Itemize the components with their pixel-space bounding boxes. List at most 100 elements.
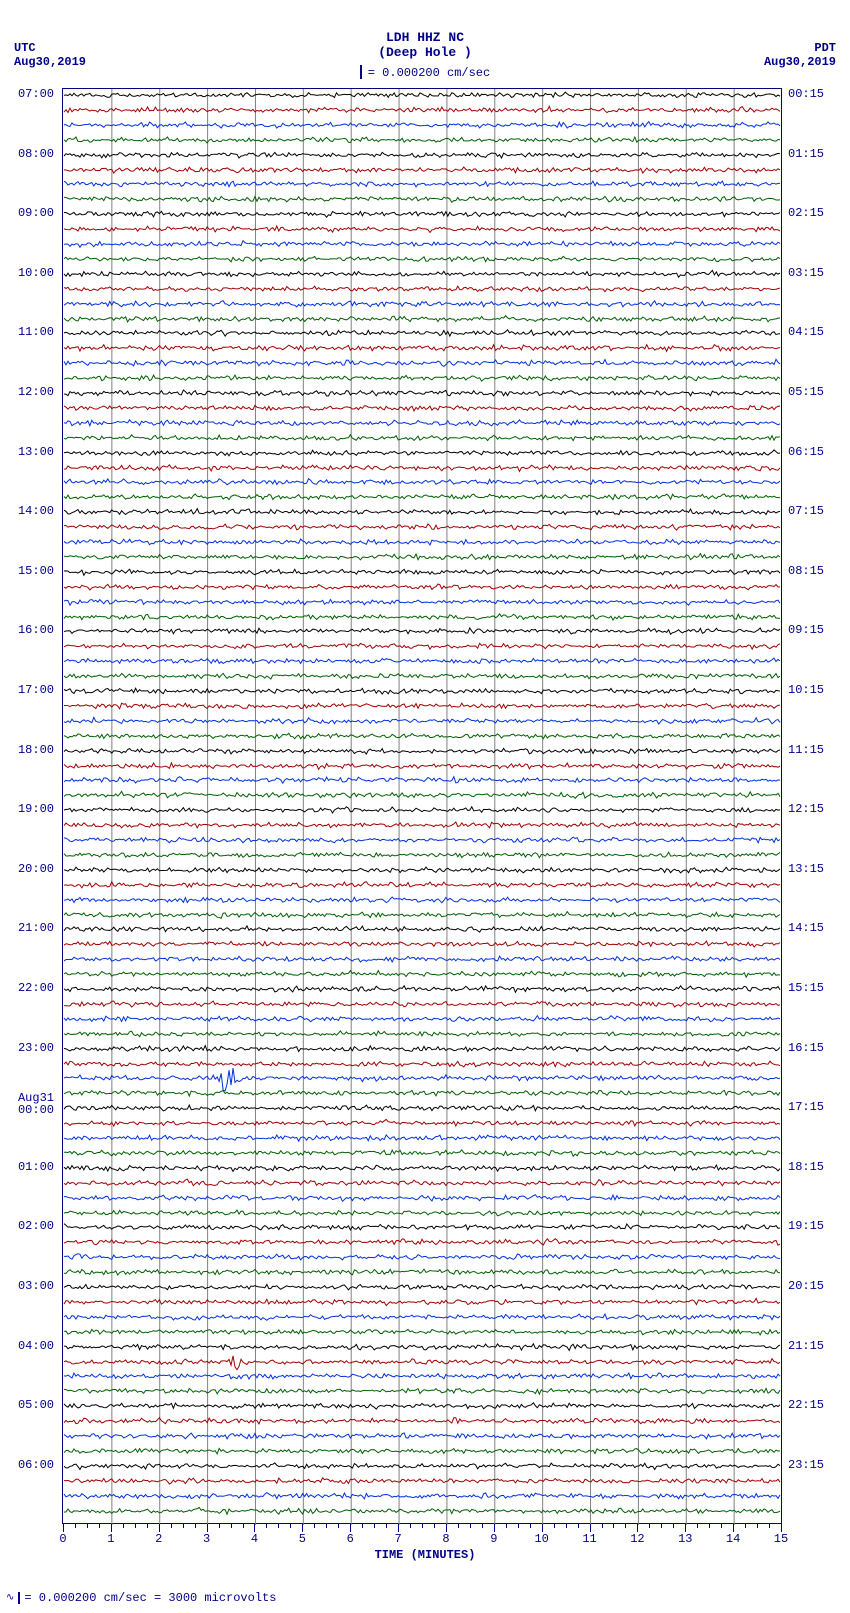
right-hour-label: 08:15 [788, 564, 824, 578]
right-hour-label: 19:15 [788, 1219, 824, 1233]
right-hour-label: 07:15 [788, 504, 824, 518]
right-hour-label: 20:15 [788, 1279, 824, 1293]
right-hour-label: 15:15 [788, 981, 824, 995]
right-hour-label: 11:15 [788, 743, 824, 757]
right-hour-label: 10:15 [788, 683, 824, 697]
x-tick-label: 7 [394, 1532, 401, 1546]
x-minor-tick [99, 1524, 100, 1528]
left-axis-date-labels: Aug3100:00 [0, 88, 58, 1524]
x-minor-tick [135, 1524, 136, 1528]
right-hour-label: 14:15 [788, 921, 824, 935]
x-tick-label: 1 [107, 1532, 114, 1546]
plot-area [62, 88, 782, 1524]
x-minor-tick [314, 1524, 315, 1528]
right-hour-label: 18:15 [788, 1160, 824, 1174]
x-tick-label: 6 [347, 1532, 354, 1546]
x-major-tick [302, 1524, 303, 1532]
station-code: LDH HHZ NC [0, 30, 850, 45]
x-major-tick [542, 1524, 543, 1532]
x-minor-tick [566, 1524, 567, 1528]
x-minor-tick [87, 1524, 88, 1528]
footer-scale: ∿ = 0.000200 cm/sec = 3000 microvolts [6, 1591, 276, 1605]
x-tick-label: 2 [155, 1532, 162, 1546]
right-timezone: PDT Aug30,2019 [764, 41, 836, 69]
x-major-tick [637, 1524, 638, 1532]
x-major-tick [781, 1524, 782, 1532]
x-minor-tick [673, 1524, 674, 1528]
x-minor-tick [183, 1524, 184, 1528]
x-minor-tick [290, 1524, 291, 1528]
x-minor-tick [195, 1524, 196, 1528]
x-minor-tick [697, 1524, 698, 1528]
x-minor-tick [422, 1524, 423, 1528]
x-axis-tick-labels: 0123456789101112131415 [62, 1532, 782, 1548]
tz-right-date: Aug30,2019 [764, 55, 836, 69]
x-minor-tick [219, 1524, 220, 1528]
x-minor-tick [171, 1524, 172, 1528]
x-minor-tick [75, 1524, 76, 1528]
station-name: (Deep Hole ) [0, 45, 850, 60]
x-major-tick [254, 1524, 255, 1532]
x-tick-label: 4 [251, 1532, 258, 1546]
right-hour-label: 01:15 [788, 147, 824, 161]
helicorder-page: LDH HHZ NC (Deep Hole ) = 0.000200 cm/se… [0, 0, 850, 1613]
x-minor-tick [266, 1524, 267, 1528]
x-minor-tick [386, 1524, 387, 1528]
tz-right: PDT [814, 41, 836, 55]
x-major-tick [159, 1524, 160, 1532]
x-minor-tick [434, 1524, 435, 1528]
x-minor-tick [578, 1524, 579, 1528]
x-major-tick [733, 1524, 734, 1532]
right-hour-label: 06:15 [788, 445, 824, 459]
x-minor-tick [721, 1524, 722, 1528]
x-tick-label: 3 [203, 1532, 210, 1546]
x-minor-tick [554, 1524, 555, 1528]
x-minor-tick [410, 1524, 411, 1528]
x-minor-tick [649, 1524, 650, 1528]
x-minor-tick [530, 1524, 531, 1528]
x-minor-tick [661, 1524, 662, 1528]
x-major-tick [685, 1524, 686, 1532]
x-minor-tick [625, 1524, 626, 1528]
footer-bar-icon [18, 1592, 20, 1604]
x-tick-label: 9 [490, 1532, 497, 1546]
x-minor-tick [745, 1524, 746, 1528]
x-minor-tick [147, 1524, 148, 1528]
x-minor-tick [518, 1524, 519, 1528]
x-major-tick [494, 1524, 495, 1532]
footer-wiggle-icon: ∿ [6, 1593, 14, 1604]
x-minor-tick [613, 1524, 614, 1528]
x-tick-label: 11 [582, 1532, 596, 1546]
right-axis-labels: 00:1501:1502:1503:1504:1505:1506:1507:15… [784, 88, 844, 1524]
x-tick-label: 0 [59, 1532, 66, 1546]
x-tick-label: 5 [299, 1532, 306, 1546]
right-hour-label: 17:15 [788, 1100, 824, 1114]
right-hour-label: 13:15 [788, 862, 824, 876]
x-major-tick [350, 1524, 351, 1532]
x-major-tick [398, 1524, 399, 1532]
x-major-tick [590, 1524, 591, 1532]
right-hour-label: 12:15 [788, 802, 824, 816]
x-tick-label: 10 [534, 1532, 548, 1546]
x-tick-label: 12 [630, 1532, 644, 1546]
x-tick-label: 13 [678, 1532, 692, 1546]
x-minor-tick [506, 1524, 507, 1528]
x-minor-tick [243, 1524, 244, 1528]
right-hour-label: 05:15 [788, 385, 824, 399]
x-major-tick [446, 1524, 447, 1532]
x-minor-tick [231, 1524, 232, 1528]
right-hour-label: 03:15 [788, 266, 824, 280]
tz-left-date: Aug30,2019 [14, 55, 86, 69]
footer-text: = 0.000200 cm/sec = 3000 microvolts [24, 1591, 276, 1605]
right-hour-label: 21:15 [788, 1339, 824, 1353]
left-date-label: Aug3100:00 [0, 1092, 54, 1116]
x-minor-tick [470, 1524, 471, 1528]
x-axis-label: TIME (MINUTES) [0, 1548, 850, 1562]
x-tick-label: 8 [442, 1532, 449, 1546]
x-minor-tick [278, 1524, 279, 1528]
right-hour-label: 22:15 [788, 1398, 824, 1412]
x-minor-tick [769, 1524, 770, 1528]
right-hour-label: 23:15 [788, 1458, 824, 1472]
x-minor-tick [374, 1524, 375, 1528]
right-hour-label: 00:15 [788, 87, 824, 101]
